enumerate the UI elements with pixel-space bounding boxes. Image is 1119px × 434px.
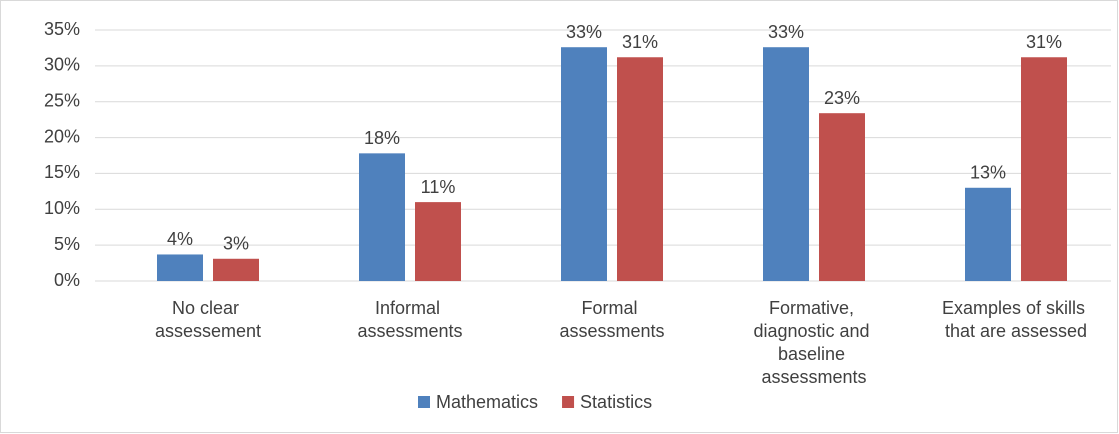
data-label: 18% [364,128,400,148]
bar [819,113,865,281]
y-tick-label: 5% [54,234,80,254]
y-tick-label: 30% [44,55,80,75]
legend-label: Mathematics [436,392,538,412]
bar [157,254,203,281]
data-label: 31% [1026,32,1062,52]
legend-swatch [418,396,430,408]
bar [213,258,259,281]
bar [415,202,461,281]
data-label: 23% [824,88,860,108]
y-tick-label: 10% [44,198,80,218]
x-tick-label: Formal assessments [559,298,664,341]
legend-swatch [562,396,575,408]
y-tick-label: 25% [44,90,80,110]
data-label: 33% [768,22,804,42]
data-label: 31% [622,32,658,52]
data-label: 33% [566,22,602,42]
legend-label: Statistics [580,392,652,412]
y-tick-label: 15% [44,162,80,182]
data-label: 4% [167,229,193,249]
x-tick-label: No clear assessement [155,298,261,341]
data-label: 13% [970,163,1006,183]
data-label: 11% [421,177,456,197]
bar [763,47,809,282]
bar [359,153,405,281]
y-tick-label: 0% [54,270,80,290]
x-tick-label: Informal assessments [357,298,462,341]
data-label: 3% [223,234,249,254]
bar [1021,57,1067,281]
y-tick-label: 35% [44,19,80,39]
y-tick-label: 20% [44,126,80,146]
bar [617,57,663,281]
bar [561,47,607,282]
x-tick-label: Examples of skills that are assessed [942,298,1090,341]
x-tick-label: Formative, diagnostic and baseline asses… [753,298,874,387]
bar [965,187,1011,281]
